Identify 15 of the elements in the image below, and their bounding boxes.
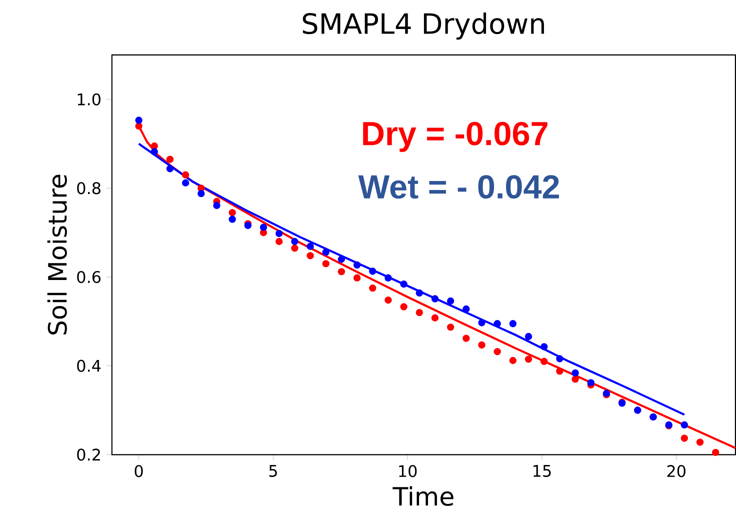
y-axis-title: Soil Moisture bbox=[47, 175, 67, 335]
y-tick-label: 0.2 bbox=[77, 448, 100, 461]
y-tick-label: 0.6 bbox=[77, 271, 101, 284]
y-tick-label: 0.4 bbox=[77, 360, 101, 372]
y-tick-label: 1.0 bbox=[78, 94, 100, 106]
x-tick-label: 0 bbox=[134, 465, 143, 478]
y-tick-label: 0.8 bbox=[77, 182, 100, 194]
chart-title: SMAPL4 Drydown bbox=[302, 12, 544, 40]
x-tick-label: 5 bbox=[269, 465, 277, 478]
x-axis-title: Time bbox=[392, 486, 454, 506]
x-tick-label: 15 bbox=[534, 465, 551, 478]
x-tick-label: 10 bbox=[399, 465, 417, 478]
x-tick-label: 20 bbox=[667, 465, 686, 478]
annotation: Wet = - 0.042 bbox=[358, 175, 559, 199]
annotation: Dry = -0.067 bbox=[363, 122, 548, 152]
